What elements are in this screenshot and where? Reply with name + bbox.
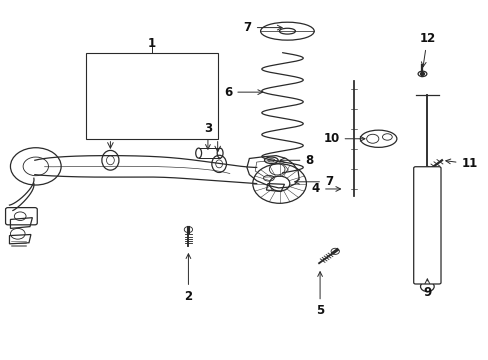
Text: 5: 5 bbox=[315, 272, 324, 318]
Text: 9: 9 bbox=[422, 279, 430, 300]
Text: 2: 2 bbox=[184, 254, 192, 303]
Text: 1: 1 bbox=[147, 37, 156, 50]
FancyBboxPatch shape bbox=[413, 167, 440, 284]
Text: 3: 3 bbox=[203, 122, 212, 149]
Text: 11: 11 bbox=[445, 157, 477, 170]
FancyBboxPatch shape bbox=[5, 208, 37, 225]
Text: 7: 7 bbox=[243, 21, 282, 34]
Bar bbox=[86, 53, 217, 139]
Text: 4: 4 bbox=[311, 183, 340, 195]
Text: 12: 12 bbox=[418, 32, 435, 67]
Text: 8: 8 bbox=[280, 154, 313, 167]
Circle shape bbox=[420, 72, 424, 75]
Text: 7: 7 bbox=[294, 175, 332, 188]
Text: 6: 6 bbox=[224, 86, 262, 99]
Text: 10: 10 bbox=[323, 132, 364, 145]
